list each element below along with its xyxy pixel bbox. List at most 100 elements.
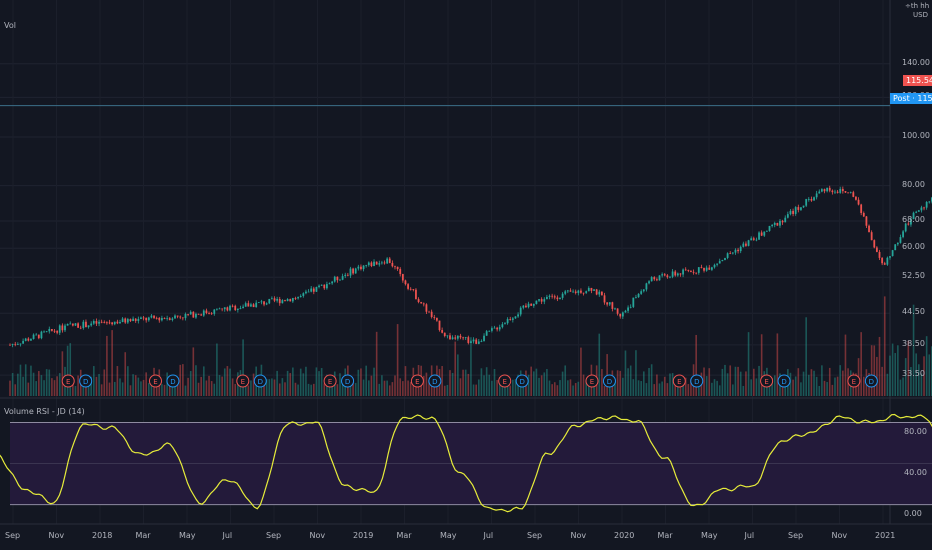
volume-bar — [252, 373, 255, 396]
volume-bar — [862, 376, 865, 396]
candle-body — [85, 321, 87, 328]
volume-bar — [189, 371, 192, 396]
volume-bar — [313, 383, 315, 396]
volume-bar — [498, 377, 501, 396]
volume-bar — [522, 381, 525, 396]
candle-body — [606, 302, 609, 305]
volume-bar — [697, 383, 700, 396]
candle-body — [493, 327, 496, 329]
volume-bar — [556, 385, 559, 396]
candle-body — [409, 288, 412, 290]
volume-bar — [747, 332, 750, 396]
volume-bar — [821, 365, 823, 396]
time-tick-label: May — [701, 531, 718, 540]
candle-body — [184, 313, 187, 319]
volume-bar — [354, 382, 357, 396]
volume-bar — [504, 382, 506, 396]
volume-bar — [24, 364, 27, 396]
candle-body — [216, 308, 218, 310]
volume-bar — [784, 380, 787, 396]
candle-body — [179, 316, 182, 318]
volume-bar — [616, 370, 619, 396]
volume-bar — [870, 345, 873, 396]
volume-bar — [242, 339, 244, 396]
candle-body — [229, 305, 231, 311]
candle-body — [886, 257, 889, 265]
earnings-marker — [236, 374, 250, 388]
volume-bar — [682, 382, 684, 396]
candle-body — [30, 338, 32, 341]
dividend-marker-label: D — [869, 378, 874, 386]
volume-bar — [745, 371, 747, 396]
volume-bar — [386, 380, 388, 396]
volume-bar — [567, 380, 569, 396]
candle-body — [527, 303, 530, 308]
volume-bar — [750, 379, 752, 396]
candle-body — [925, 201, 928, 208]
candle-body — [265, 303, 268, 305]
volume-bar — [74, 385, 77, 396]
candle-body — [873, 240, 876, 248]
candle-body — [532, 303, 535, 306]
candle-body — [679, 273, 682, 275]
volume-bar — [40, 375, 43, 396]
candle-body — [98, 321, 100, 324]
volume-bar — [828, 367, 831, 396]
earnings-marker — [61, 374, 75, 388]
candle-body — [153, 315, 155, 318]
post-price-badge: Post · 115.08 — [890, 93, 932, 104]
volume-bar — [339, 373, 341, 396]
volume-bar — [758, 365, 760, 396]
volume-bar — [792, 379, 794, 396]
candle-body — [155, 317, 158, 319]
candle-body — [35, 334, 38, 336]
volume-bar — [813, 370, 815, 396]
time-tick-label: Nov — [570, 531, 587, 540]
candle-body — [446, 335, 449, 337]
candle-body — [286, 299, 289, 302]
candle-body — [116, 321, 119, 324]
volume-bar — [30, 365, 32, 396]
candle-body — [64, 325, 66, 331]
candle-body — [779, 220, 781, 226]
volume-bar — [658, 383, 661, 396]
earnings-marker — [585, 374, 599, 388]
candle-body — [234, 305, 237, 311]
volume-bar — [341, 381, 344, 396]
earnings-marker-label: E — [241, 378, 245, 386]
candle-body — [79, 327, 82, 329]
volume-bar — [451, 372, 454, 396]
candle-body — [231, 305, 234, 307]
volume-bar — [195, 365, 197, 396]
time-tick-label: Jul — [222, 531, 233, 540]
candle-body — [401, 274, 404, 281]
candle-body — [307, 291, 310, 293]
candle-body — [315, 287, 318, 292]
candle-body — [710, 267, 713, 270]
dividend-marker — [690, 374, 704, 388]
candle-body — [786, 214, 789, 218]
candle-body — [763, 231, 766, 236]
volume-bar — [548, 380, 551, 396]
candle-body — [195, 313, 197, 318]
volume-bar — [876, 356, 878, 396]
candle-body — [462, 337, 464, 339]
volume-bar — [103, 369, 106, 396]
dividend-marker-label: D — [258, 378, 263, 386]
volume-bar — [378, 383, 381, 396]
candle-body — [800, 207, 802, 210]
time-tick-label: Nov — [831, 531, 848, 540]
candle-body — [724, 257, 726, 261]
candle-body — [226, 307, 229, 311]
candle-body — [603, 295, 606, 303]
candle-body — [517, 314, 519, 317]
volume-bar — [428, 380, 430, 396]
dividend-marker-label: D — [519, 378, 524, 386]
candle-body — [671, 271, 674, 277]
volume-bar — [883, 296, 886, 396]
candle-body — [574, 291, 577, 293]
candle-body — [566, 290, 569, 292]
time-tick-label: 2019 — [353, 531, 374, 540]
volume-bar — [119, 378, 121, 396]
volume-bar — [226, 366, 229, 396]
